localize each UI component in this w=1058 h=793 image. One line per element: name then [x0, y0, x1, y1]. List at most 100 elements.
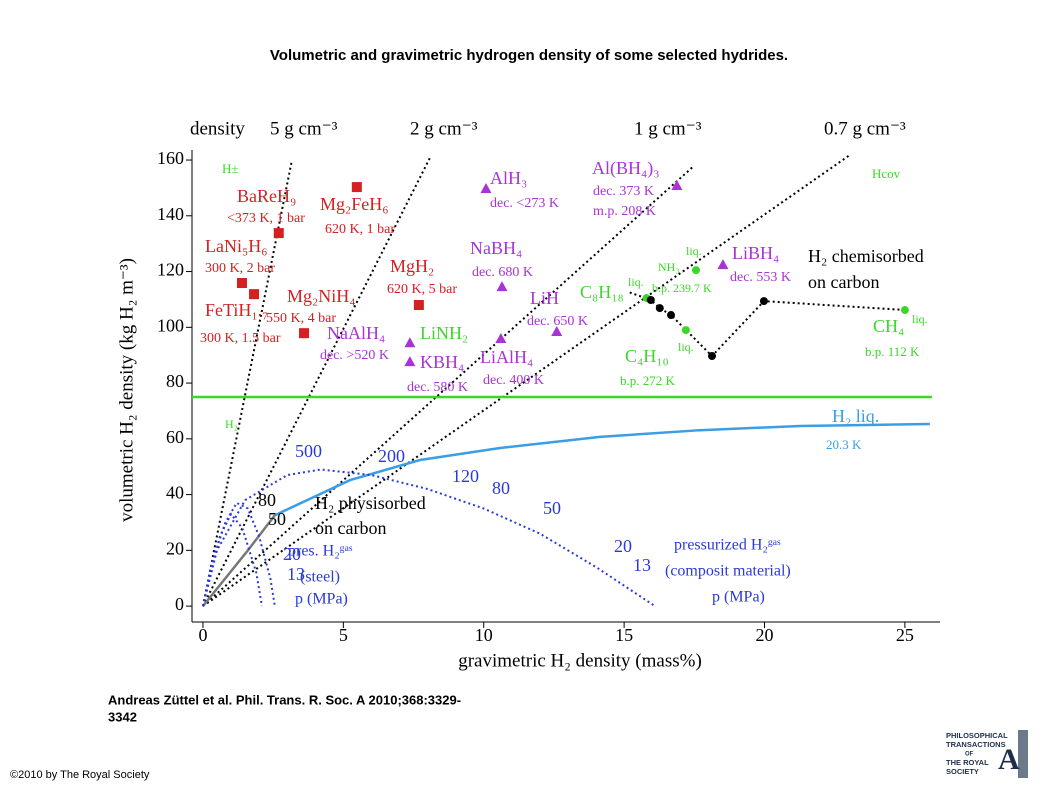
- point: [273, 228, 284, 239]
- annotation: 80: [258, 490, 276, 510]
- line: [201, 501, 276, 607]
- annotation: on carbon: [808, 272, 879, 292]
- point: [480, 183, 492, 194]
- point: [413, 300, 424, 311]
- annotation: <373 K, 1 bar: [227, 211, 305, 226]
- annotation: NaAlH₄: [327, 323, 385, 343]
- logo-text: SOCIETY: [946, 767, 979, 776]
- annotation: dec. 553 K: [730, 270, 791, 285]
- y-tick-label: 20: [166, 538, 184, 558]
- annotation: H₂: [225, 417, 238, 431]
- point: [900, 306, 909, 315]
- annotation: liq.: [686, 244, 702, 258]
- density-label: 2 g cm⁻³: [410, 118, 478, 139]
- annotation: 20: [614, 536, 632, 556]
- annotation: C₄H₁₀: [625, 346, 669, 366]
- y-tick-label: 100: [157, 315, 184, 335]
- annotation: NH₃: [658, 260, 680, 274]
- annotation: p (MPa): [295, 591, 348, 608]
- annotation: H₂ liq.: [832, 406, 879, 426]
- y-tick-label: 80: [166, 371, 184, 391]
- point: [671, 179, 683, 190]
- annotation: H₂ physisorbed: [315, 493, 426, 513]
- annotation: 200: [378, 446, 405, 466]
- point: [646, 295, 655, 304]
- logo: PHILOSOPHICAL TRANSACTIONS OF THE ROYAL …: [944, 730, 1028, 778]
- point: [404, 356, 416, 367]
- citation: Andreas Züttel et al. Phil. Trans. R. So…: [108, 692, 461, 707]
- line: [202, 154, 851, 607]
- annotation: KBH₄: [420, 352, 464, 372]
- annotation: 620 K, 1 bar: [325, 222, 395, 237]
- annotation: MgH₂: [390, 256, 434, 276]
- annotation: H₂ chemisorbed: [808, 246, 924, 266]
- point: [717, 259, 729, 270]
- annotation: Mg₂NiH₄: [287, 286, 356, 306]
- point: [496, 281, 508, 292]
- annotation: Mg₂FeH₆: [320, 194, 389, 214]
- chart-title: Volumetric and gravimetric hydrogen dens…: [270, 47, 788, 64]
- density-label: 1 g cm⁻³: [634, 118, 702, 139]
- annotation: FeTiH₁.₇: [205, 300, 268, 320]
- annotation: 20.3 K: [826, 437, 862, 452]
- x-tick-label: 15: [615, 625, 633, 645]
- annotation: dec. 400 K: [483, 373, 544, 388]
- y-tick-label: 0: [175, 594, 184, 614]
- annotation: 550 K, 4 bar: [266, 311, 336, 326]
- annotation: Al(BH₄)₃: [592, 158, 660, 179]
- logo-text: OF: [965, 752, 974, 758]
- point: [236, 277, 247, 288]
- annotation: CH₄: [873, 316, 904, 336]
- annotation: liq.: [912, 312, 928, 326]
- annotation: liq.: [628, 275, 644, 289]
- line: [201, 468, 656, 607]
- logo-text: THE ROYAL: [946, 758, 989, 767]
- annotation: (composit material): [665, 563, 791, 580]
- point: [351, 182, 362, 193]
- annotation: on carbon: [315, 518, 386, 538]
- annotation: m.p. 208 K: [593, 204, 656, 219]
- y-tick-label: 40: [166, 483, 184, 503]
- point: [299, 328, 310, 339]
- y-axis-label: volumetric H₂ density (kg H₂ m⁻³): [116, 258, 137, 522]
- x-tick-label: 5: [339, 625, 348, 645]
- density-label: 5 g cm⁻³: [270, 118, 338, 139]
- logo-bg: [944, 730, 1018, 778]
- logo-bar: [1018, 730, 1028, 778]
- annotation: NaBH₄: [470, 238, 522, 258]
- y-tick-label: 60: [166, 427, 184, 447]
- annotation: 13: [633, 555, 651, 575]
- annotation: LiBH₄: [732, 243, 779, 263]
- annotation: b.p. 239.7 K: [652, 281, 712, 295]
- annotation: LiH: [530, 288, 559, 308]
- annotation: 300 K, 2 bar: [205, 261, 275, 276]
- annotation: pres. H₂ᵍᵃˢ: [288, 543, 353, 560]
- annotation: 50: [268, 509, 286, 529]
- annotation: H±: [222, 161, 239, 176]
- annotation: 620 K, 5 bar: [387, 282, 457, 297]
- annotation: 80: [492, 478, 510, 498]
- annotation: liq.: [678, 340, 694, 354]
- citation: 3342: [108, 709, 137, 724]
- density-label: 0.7 g cm⁻³: [824, 118, 906, 139]
- line: [201, 514, 276, 607]
- x-tick-label: 10: [475, 625, 493, 645]
- y-tick-label: 160: [157, 148, 184, 168]
- point: [495, 333, 507, 344]
- point: [655, 304, 664, 313]
- point: [759, 297, 768, 306]
- annotation: dec. 650 K: [527, 314, 588, 329]
- x-tick-label: 0: [198, 625, 207, 645]
- annotation: pressurized H₂ᵍᵃˢ: [674, 537, 781, 554]
- x-tick-label: 25: [896, 625, 914, 645]
- logo-text: PHILOSOPHICAL: [946, 731, 1008, 740]
- annotation: b.p. 272 K: [620, 373, 676, 388]
- point: [249, 289, 260, 300]
- x-tick-label: 20: [756, 625, 774, 645]
- annotation: 50: [543, 498, 561, 518]
- annotation: (steel): [300, 569, 340, 586]
- point: [667, 311, 676, 320]
- annotation: b.p. 112 K: [865, 344, 920, 359]
